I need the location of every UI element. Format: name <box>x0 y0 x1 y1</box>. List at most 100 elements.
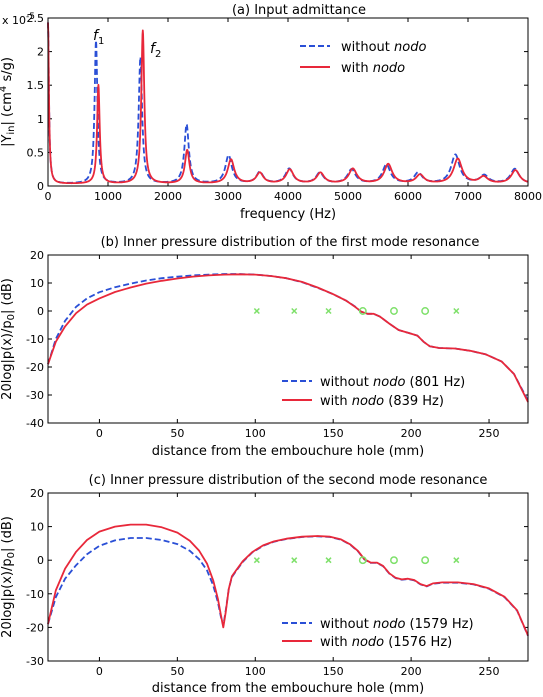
x-tick-label: 200 <box>401 427 422 440</box>
y-tick-label: -10 <box>26 588 44 601</box>
panel-a-ylabel: |Yin| (cm4 s/g) <box>0 57 17 147</box>
x-tick-label: 7000 <box>454 190 482 203</box>
x-tick-label: 200 <box>401 665 422 678</box>
panel-c-ylabel: 20log|p(x)/p0| (dB) <box>0 516 17 638</box>
y-tick-label: -20 <box>26 361 44 374</box>
x-tick-label: 50 <box>170 665 184 678</box>
y-tick-label: 2 <box>37 46 44 59</box>
annotation-f1: f1 <box>93 28 104 47</box>
series-line <box>47 22 529 185</box>
annotation-f2: f2 <box>150 41 161 60</box>
legend-label-with-nodo-839: with nodo (839 Hz) <box>320 394 444 409</box>
panel-a-ticks: 0 1000 2000 3000 4000 5000 6000 7000 8000 0 0.5 1 1.… <box>27 12 543 203</box>
panel-first-mode: (b) Inner pressure distribution of the f… <box>0 235 529 459</box>
panel-c-curves <box>47 523 529 637</box>
panel-c-axes-box <box>47 492 529 662</box>
x-tick-label: 0 <box>96 427 103 440</box>
legend-label-without-nodo-801: without nodo (801 Hz) <box>320 375 465 390</box>
marker-circle <box>390 307 398 315</box>
series-line <box>47 523 529 636</box>
x-tick-label: 4000 <box>274 190 302 203</box>
panel-a-title: (a) Input admittance <box>232 3 366 18</box>
y-tick-label: 0 <box>37 180 44 193</box>
panel-c-xlabel: distance from the embouchure hole (mm) <box>152 681 424 696</box>
x-tick-label: 1000 <box>94 190 122 203</box>
panel-b-title: (b) Inner pressure distribution of the f… <box>101 235 480 250</box>
x-tick-label: 150 <box>323 665 344 678</box>
panel-b-axes-box <box>47 254 529 424</box>
x-tick-label: 2000 <box>154 190 182 203</box>
panel-b-xlabel: distance from the embouchure hole (mm) <box>152 444 424 459</box>
marker-cross <box>325 307 332 315</box>
panel-b-legend: without nodo (801 Hz) with nodo (839 Hz) <box>282 375 465 409</box>
marker-circle <box>421 556 430 565</box>
y-tick-label: -20 <box>26 621 44 634</box>
marker-cross-stroke <box>453 307 460 315</box>
panel-c-markers <box>253 556 460 565</box>
marker-cross <box>291 557 298 564</box>
marker-cross-stroke <box>291 557 298 564</box>
marker-cross-stroke <box>291 307 298 315</box>
y-tick-label: 20 <box>30 487 44 500</box>
panel-second-mode: (c) Inner pressure distribution of the s… <box>0 473 529 696</box>
marker-cross-stroke <box>253 307 260 315</box>
x-tick-label: 5000 <box>334 190 362 203</box>
y-tick-label: -30 <box>26 389 44 402</box>
y-tick-label: -40 <box>26 417 44 430</box>
y-tick-label: 0.5 <box>27 146 45 159</box>
panel-b-curves <box>47 273 529 403</box>
y-tick-label: 10 <box>30 277 44 290</box>
panel-b-ticks: 0 50 100 150 200 250 -40 -30 -20 -10 0 10 20 <box>26 249 528 440</box>
panel-b-markers <box>253 307 460 315</box>
legend-label-with-nodo: with nodo <box>341 61 405 76</box>
panel-c-ticks: 0 50 100 150 200 250 -30 -20 -10 0 10 20 <box>26 487 528 678</box>
series-line <box>47 273 529 403</box>
legend-label-without-nodo-1579: without nodo (1579 Hz) <box>320 617 474 632</box>
panel-a-xlabel: frequency (Hz) <box>240 207 336 222</box>
marker-circle <box>358 556 367 565</box>
marker-cross-stroke <box>325 307 332 315</box>
x-tick-label: 3000 <box>214 190 242 203</box>
panel-a-curves <box>47 22 529 185</box>
y-tick-label: 0 <box>37 554 44 567</box>
x-tick-label: 100 <box>245 665 266 678</box>
legend-label-with-nodo-1576: with nodo (1576 Hz) <box>320 635 452 650</box>
marker-cross-stroke <box>453 557 460 564</box>
marker-cross-stroke <box>325 557 332 564</box>
x-tick-label: 250 <box>479 427 500 440</box>
y-tick-label: -30 <box>26 655 44 668</box>
panel-a-legend: without nodo with nodo <box>300 40 426 76</box>
marker-cross <box>453 557 460 564</box>
marker-cross <box>325 557 332 564</box>
series-line <box>47 22 529 184</box>
x-tick-label: 0 <box>96 665 103 678</box>
panel-b-ylabel: 20log|p(x)/p0| (dB) <box>0 278 17 400</box>
x-tick-label: 0 <box>45 190 52 203</box>
y-tick-label: -10 <box>26 333 44 346</box>
y-multiplier: x 10-5 <box>2 12 35 27</box>
y-tick-label: 1 <box>37 113 44 126</box>
marker-cross <box>291 307 298 315</box>
marker-cross <box>253 307 260 315</box>
marker-circle <box>358 307 367 315</box>
marker-cross-stroke <box>253 557 260 564</box>
x-tick-label: 150 <box>323 427 344 440</box>
x-tick-label: 6000 <box>394 190 422 203</box>
marker-circle <box>421 307 430 315</box>
y-tick-label: 1.5 <box>27 79 45 92</box>
x-tick-label: 250 <box>479 665 500 678</box>
marker-cross <box>453 307 460 315</box>
panel-admittance: (a) Input admittance x 10-5 0 1000 2000 300… <box>0 3 542 222</box>
y-tick-label: 0 <box>37 305 44 318</box>
panel-c-legend: without nodo (1579 Hz) with nodo (1576 H… <box>282 617 474 650</box>
y-tick-label: 20 <box>30 249 44 262</box>
marker-cross <box>253 557 260 564</box>
x-tick-label: 100 <box>245 427 266 440</box>
x-tick-label: 8000 <box>514 190 542 203</box>
legend-label-without-nodo: without nodo <box>341 40 426 55</box>
x-tick-label: 50 <box>170 427 184 440</box>
panel-c-title: (c) Inner pressure distribution of the s… <box>89 473 488 488</box>
y-tick-label: 10 <box>30 521 44 534</box>
y-tick-label: 2.5 <box>27 12 45 25</box>
